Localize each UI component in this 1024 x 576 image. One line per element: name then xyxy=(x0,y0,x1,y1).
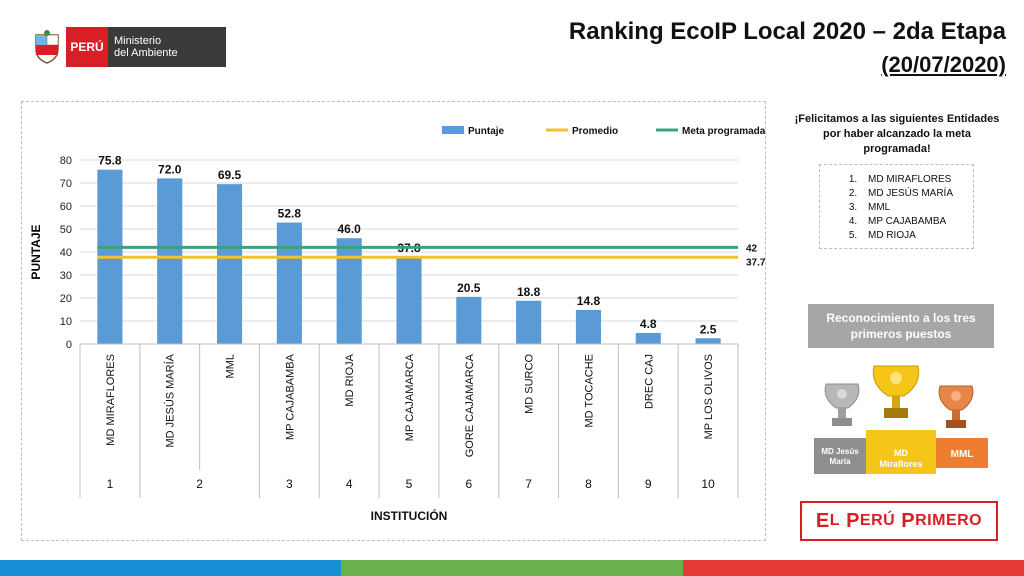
bar xyxy=(396,257,422,344)
rank-label: 8 xyxy=(585,477,592,491)
bar xyxy=(635,332,661,344)
rank-label: 5 xyxy=(406,477,413,491)
bar-value-label: 72.0 xyxy=(158,162,182,176)
rank-label: 4 xyxy=(346,477,353,491)
peru-label: PERÚ xyxy=(66,27,108,67)
podium-first xyxy=(866,430,936,474)
category-label: MP CAJABAMBA xyxy=(284,353,296,440)
ministry-logo: PERÚ Ministerio del Ambiente xyxy=(32,26,226,68)
bar-chart: 0 10 20 30 40 50 60 70 80 PUNTAJE 75.8 72.0 69.5 52.8… xyxy=(29,126,766,523)
podium-graphic: MD Jesús María MD Miraflores MML xyxy=(814,365,988,474)
rank-label: 10 xyxy=(701,477,715,491)
y-tick-label: 50 xyxy=(60,224,72,236)
x-axis-title: INSTITUCIÓN xyxy=(371,508,448,523)
y-tick-label: 30 xyxy=(60,270,72,282)
congrats-text: ¡Felicitamos a las siguientes Entidades … xyxy=(794,113,1000,155)
bar xyxy=(516,300,542,344)
ministry-line-2: del Ambiente xyxy=(114,47,178,59)
page-title: Ranking EcoIP Local 2020 – 2da Etapa xyxy=(568,18,1006,45)
bar-value-label: 20.5 xyxy=(457,281,481,295)
ministry-label: Ministerio del Ambiente xyxy=(108,27,226,67)
bottom-bar-red xyxy=(682,560,1024,576)
bottom-bar-blue xyxy=(0,560,342,576)
winner-item: MD RIOJA xyxy=(860,229,973,243)
reference-line-label: 42 xyxy=(746,243,758,254)
podium-third-label: MML xyxy=(951,449,974,460)
bottom-color-bar xyxy=(0,560,1024,576)
page-subtitle: (20/07/2020) xyxy=(881,52,1006,77)
podium-first-label: MD Miraflores xyxy=(879,448,922,469)
category-label: MD SURCO xyxy=(524,354,536,414)
y-axis-title: PUNTAJE xyxy=(29,224,43,279)
podium-third xyxy=(936,438,988,468)
category-label: MD JESÚS MARÍA xyxy=(164,353,177,447)
category-label: MD RIOJA xyxy=(344,353,356,406)
bar-value-label: 46.0 xyxy=(338,222,362,236)
category-label: MD TOCACHE xyxy=(583,354,595,428)
bar-value-label: 4.8 xyxy=(640,317,657,331)
y-tick-label: 20 xyxy=(60,293,72,305)
bar xyxy=(336,238,362,344)
legend-label: Promedio xyxy=(572,126,618,137)
bar xyxy=(276,222,302,344)
y-tick-label: 60 xyxy=(60,201,72,213)
bar-value-label: 69.5 xyxy=(218,168,242,182)
rank-label: 1 xyxy=(107,477,114,491)
legend-label: Puntaje xyxy=(468,126,505,137)
category-label: MP LOS OLIVOS xyxy=(703,354,715,439)
y-tick-label: 10 xyxy=(60,316,72,328)
recognition-title: Reconocimiento a los tres primeros puest… xyxy=(808,304,994,348)
category-label: GORE CAJAMARCA xyxy=(464,353,476,457)
legend-swatch xyxy=(442,126,464,134)
category-label: MD MIRAFLORES xyxy=(105,354,117,446)
rank-label: 3 xyxy=(286,477,293,491)
rank-label: 6 xyxy=(465,477,472,491)
category-label: MP CAJAMARCA xyxy=(404,353,416,441)
y-tick-label: 40 xyxy=(60,247,72,259)
gold-trophy-icon xyxy=(872,365,920,418)
coat-of-arms-icon xyxy=(35,30,59,64)
rank-label: 2 xyxy=(196,477,203,491)
reference-line-label: 37.7 xyxy=(746,257,765,268)
winner-item: MD MIRAFLORES xyxy=(860,173,973,187)
y-tick-label: 80 xyxy=(60,155,72,167)
bar xyxy=(216,184,243,344)
category-label: MML xyxy=(225,354,237,378)
winner-item: MD JESÚS MARÍA xyxy=(860,187,973,201)
chart-frame: 0 10 20 30 40 50 60 70 80 PUNTAJE 75.8 72.0 69.5 52.8… xyxy=(21,101,766,541)
bar-value-label: 75.8 xyxy=(98,154,122,168)
legend-label: Meta programada xyxy=(682,126,765,137)
winner-item: MP CAJABAMBA xyxy=(860,215,973,229)
bar-value-label: 14.8 xyxy=(577,294,601,308)
bar-value-label: 52.8 xyxy=(278,207,302,221)
bottom-bar-green xyxy=(341,560,683,576)
bar-value-label: 18.8 xyxy=(517,285,541,299)
rank-label: 7 xyxy=(525,477,532,491)
y-tick-label: 0 xyxy=(66,339,72,351)
bar xyxy=(575,309,602,344)
ministry-line-1: Ministerio xyxy=(114,35,162,47)
podium-second xyxy=(814,438,866,474)
bronze-trophy-icon xyxy=(938,385,974,428)
y-tick-label: 70 xyxy=(60,178,72,190)
silver-trophy-icon xyxy=(824,383,860,426)
winner-item: MML xyxy=(860,201,973,215)
bar-value-label: 2.5 xyxy=(700,322,717,336)
bar xyxy=(157,178,183,344)
rank-label: 9 xyxy=(645,477,652,491)
bar xyxy=(456,296,482,344)
category-label: DREC CAJ xyxy=(643,354,655,409)
podium-second-label: MD Jesús María xyxy=(821,447,859,466)
bar xyxy=(695,338,721,344)
